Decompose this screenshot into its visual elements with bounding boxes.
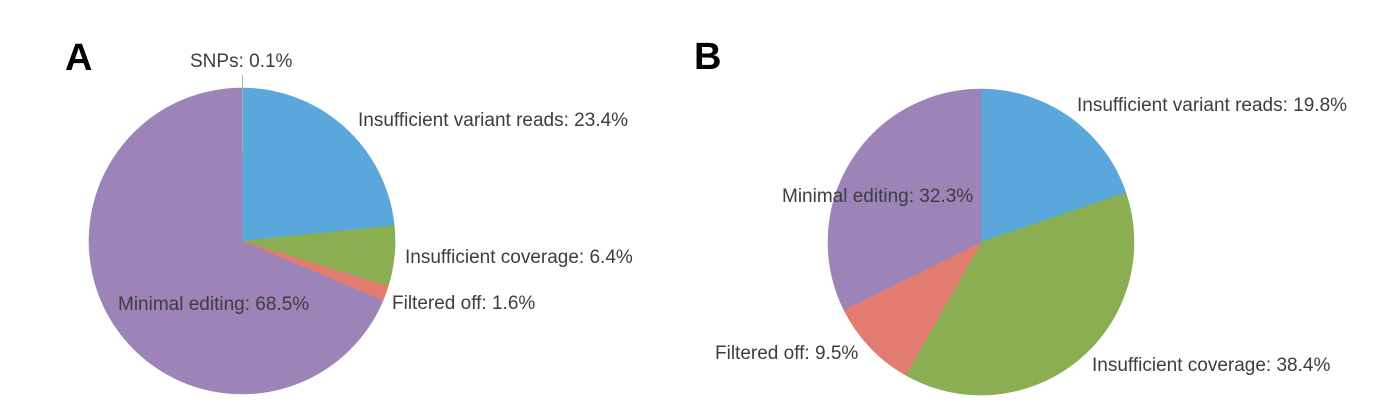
pie-slice-minimal-editing [827,88,982,311]
pie-chart-b [827,88,1135,396]
pie-chart-a [88,87,396,395]
pie-slice-snps [240,87,243,242]
slice-label-minimal-a: Minimal editing: 68.5% [118,294,310,315]
pie-slice-minimal-editing [88,87,384,395]
slice-label-variant-reads-a: Insufficient variant reads: 23.4% [358,110,629,131]
pie-slice-insufficient-variant-reads [980,88,1127,243]
slice-label-variant-reads-b: Insufficient variant reads: 19.8% [1077,95,1348,116]
slice-label-coverage-a: Insufficient coverage: 6.4% [405,247,633,268]
snps-leader-line [242,75,243,151]
slice-label-minimal-b: Minimal editing: 32.3% [782,186,974,207]
slice-label-coverage-b: Insufficient coverage: 38.4% [1092,355,1331,376]
pie-slice-insufficient-coverage [905,192,1135,396]
pie-slice-insufficient-variant-reads [241,87,395,242]
slice-label-snps-a: SNPs: 0.1% [190,51,293,72]
panel-label-b: B [694,36,722,78]
slice-label-filtered-b: Filtered off: 9.5% [715,343,859,364]
pie-slice-filtered-off [843,241,982,376]
slice-label-filtered-a: Filtered off: 1.6% [392,293,536,314]
panel-label-a: A [65,37,93,79]
